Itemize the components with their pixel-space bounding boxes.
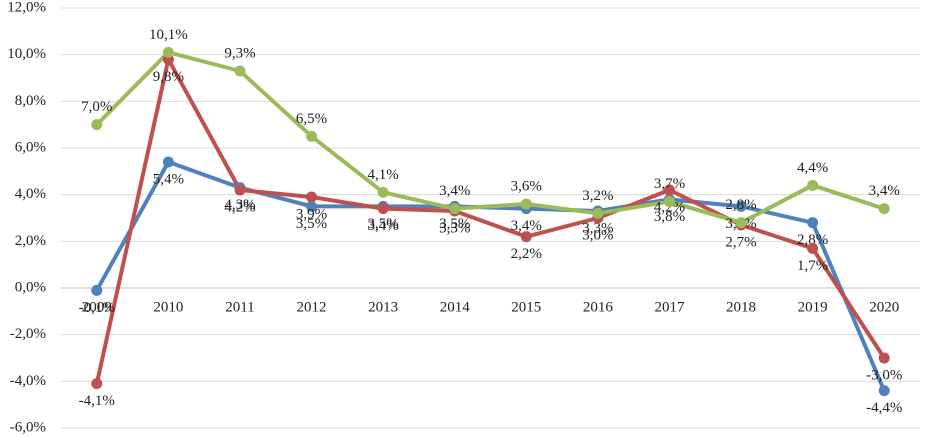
data-point: [878, 352, 890, 364]
data-label: 4,4%: [797, 160, 828, 176]
data-point: [520, 198, 532, 210]
data-point: [377, 203, 389, 215]
data-label: 3,6%: [511, 178, 542, 194]
data-label: 9,8%: [153, 69, 184, 85]
x-tick-label: 2009: [82, 299, 112, 315]
data-point: [91, 378, 103, 390]
x-tick-label: 2014: [440, 299, 471, 315]
data-point: [663, 184, 675, 196]
data-point: [663, 196, 675, 208]
data-label: 3,2%: [582, 188, 613, 204]
data-label: -0,1%: [79, 300, 115, 316]
data-point: [162, 46, 174, 58]
data-point: [306, 191, 318, 203]
data-label: 3,5%: [439, 216, 470, 232]
x-tick-label: 2016: [583, 299, 614, 315]
data-point: [807, 179, 819, 191]
y-tick-label: 4,0%: [15, 186, 46, 202]
data-point: [91, 119, 103, 131]
data-label: 5,4%: [153, 171, 184, 187]
data-label: 2,8%: [725, 197, 756, 213]
data-label: 3,4%: [439, 183, 470, 199]
y-tick-label: -6,0%: [10, 419, 46, 435]
data-label: 3,4%: [511, 218, 542, 234]
data-point: [520, 231, 532, 243]
series-line: [94, 57, 886, 385]
y-tick-label: -2,0%: [10, 326, 46, 342]
data-label: 6,5%: [296, 111, 327, 127]
data-label: 3,3%: [439, 220, 470, 236]
data-label: 3,4%: [869, 183, 900, 199]
data-label: 1,7%: [797, 258, 828, 274]
data-label: 4,2%: [224, 199, 255, 215]
x-tick-label: 2010: [153, 299, 183, 315]
y-tick-label: -4,0%: [10, 373, 46, 389]
x-tick-label: 2017: [654, 299, 685, 315]
x-tick-label: 2019: [798, 299, 828, 315]
data-point: [306, 200, 318, 212]
data-point: [735, 200, 747, 212]
data-label: 3,5%: [368, 216, 399, 232]
data-point: [449, 203, 461, 215]
data-label: 4,2%: [654, 199, 685, 215]
data-label: 2,8%: [797, 232, 828, 248]
y-tick-label: 0,0%: [15, 279, 46, 295]
y-tick-label: 2,0%: [15, 233, 46, 249]
data-label: 3,8%: [654, 209, 685, 225]
data-point: [306, 130, 318, 142]
y-tick-label: 12,0%: [7, 0, 46, 15]
data-label: 2,7%: [725, 234, 756, 250]
data-point: [592, 207, 604, 219]
data-label: 3,4%: [368, 218, 399, 234]
data-point: [807, 217, 819, 229]
data-label: -4,4%: [866, 400, 902, 416]
data-point: [162, 156, 174, 168]
data-point: [807, 242, 819, 254]
x-tick-label: 2020: [869, 299, 899, 315]
data-label: 9,3%: [224, 45, 255, 61]
data-point: [234, 65, 246, 77]
x-tick-label: 2015: [511, 299, 541, 315]
data-point: [91, 284, 103, 296]
data-point: [878, 385, 890, 397]
data-label: 4,3%: [224, 197, 255, 213]
data-label: 10,1%: [149, 27, 188, 43]
data-label: 2,2%: [511, 246, 542, 262]
data-label: 4,1%: [368, 167, 399, 183]
data-point: [878, 203, 890, 215]
y-tick-label: 10,0%: [7, 46, 46, 62]
x-tick-label: 2018: [726, 299, 756, 315]
data-label: -3,0%: [866, 367, 902, 383]
data-point: [377, 186, 389, 198]
data-label: 3,5%: [296, 216, 327, 232]
x-tick-label: 2012: [297, 299, 327, 315]
data-label: -4,1%: [79, 393, 115, 409]
data-label: 3,9%: [296, 206, 327, 222]
data-point: [234, 184, 246, 196]
x-tick-label: 2011: [225, 299, 254, 315]
data-label: 7,0%: [81, 99, 112, 115]
data-label: 3,3%: [582, 220, 613, 236]
y-tick-label: 8,0%: [15, 93, 46, 109]
series-line: [95, 160, 887, 392]
data-label: 3,7%: [654, 176, 685, 192]
x-tick-label: 2013: [368, 299, 398, 315]
data-point: [735, 217, 747, 229]
data-label: 3,0%: [582, 227, 613, 243]
series-line: [95, 50, 885, 225]
y-tick-label: 6,0%: [15, 139, 46, 155]
